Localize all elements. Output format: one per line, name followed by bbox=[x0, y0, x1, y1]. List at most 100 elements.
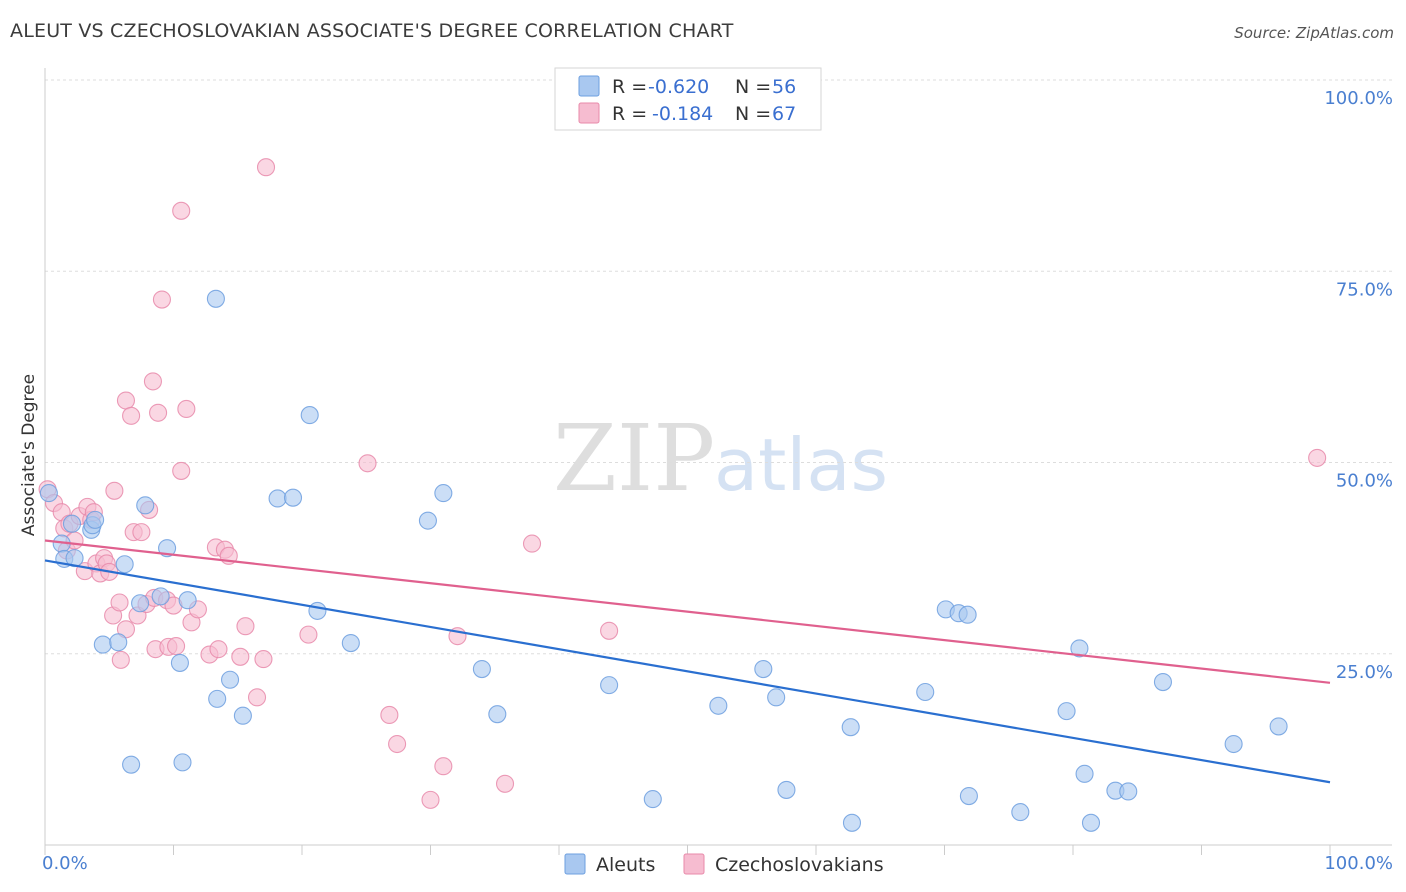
czechoslovakians-point bbox=[132, 523, 151, 542]
czechoslovakians-point bbox=[122, 406, 141, 425]
aleuts-point bbox=[1224, 734, 1243, 754]
aleuts-point bbox=[842, 813, 862, 832]
czechoslovakians-point bbox=[177, 399, 196, 419]
aleuts-point bbox=[206, 289, 225, 308]
aleuts-point bbox=[268, 489, 287, 508]
aleuts-point bbox=[1075, 764, 1094, 783]
czechoslovakians-point bbox=[116, 391, 136, 410]
aleuts-point bbox=[1269, 717, 1288, 736]
aleuts-point bbox=[1153, 673, 1172, 692]
chart-title: ALEUT VS CZECHOSLOVAKIAN ASSOCIATE'S DEG… bbox=[10, 20, 734, 42]
aleuts-point bbox=[158, 539, 177, 558]
y-tick-label: 25.0% bbox=[1336, 662, 1393, 683]
aleuts-point bbox=[488, 705, 507, 724]
aleuts-point bbox=[283, 488, 303, 507]
aleuts-point bbox=[643, 790, 662, 809]
y-tick-label: 75.0% bbox=[1336, 279, 1393, 300]
aleuts-point bbox=[1070, 639, 1089, 658]
bottom-legend-swatch-aleuts bbox=[564, 853, 586, 875]
czechoslovakians-point bbox=[172, 461, 191, 480]
aleuts-trend-line bbox=[44, 559, 1331, 784]
aleuts-point bbox=[62, 514, 82, 533]
czechoslovakians-point bbox=[247, 688, 267, 707]
czechoslovakians-point bbox=[167, 637, 186, 656]
aleuts-point bbox=[131, 594, 150, 613]
aleuts-point bbox=[959, 786, 978, 806]
aleuts-point bbox=[341, 633, 360, 653]
aleuts-point bbox=[220, 670, 240, 689]
aleuts-point bbox=[916, 682, 935, 702]
aleuts-point bbox=[434, 484, 453, 503]
czechoslovakians-point bbox=[105, 481, 124, 500]
aleuts-point bbox=[300, 406, 319, 425]
aleuts-point bbox=[136, 496, 155, 515]
czechoslovakians-point bbox=[209, 640, 228, 659]
watermark-zip: ZIP bbox=[553, 405, 715, 512]
czechoslovakians-point bbox=[254, 650, 273, 669]
aleuts-point bbox=[1119, 782, 1138, 801]
bottom-legend-aleuts: Aleuts bbox=[596, 854, 655, 876]
y-axis-label: Associate's Degree bbox=[19, 374, 39, 536]
watermark: ZIP atlas bbox=[553, 405, 888, 512]
aleuts-point bbox=[418, 511, 437, 530]
aleuts-point bbox=[233, 706, 252, 725]
legend-n-label: N = bbox=[735, 103, 771, 125]
aleuts-point bbox=[208, 689, 227, 708]
aleuts-point bbox=[86, 510, 105, 529]
aleuts-points bbox=[39, 289, 1288, 832]
aleuts-point bbox=[39, 484, 58, 503]
aleuts-point bbox=[777, 780, 796, 799]
legend-r-label: R = bbox=[612, 103, 647, 125]
grid bbox=[45, 79, 1392, 655]
aleuts-point bbox=[93, 635, 112, 654]
aleuts-point bbox=[122, 755, 141, 774]
aleuts-point bbox=[109, 633, 128, 652]
legend-r-value: -0.620 bbox=[648, 76, 709, 98]
aleuts-point bbox=[709, 696, 728, 715]
aleuts-point bbox=[308, 601, 327, 620]
czechoslovakians-point bbox=[434, 757, 453, 776]
czechoslovakians-point bbox=[152, 290, 171, 309]
czechoslovakians-point bbox=[495, 774, 515, 793]
y-tick-label: 100.0% bbox=[1324, 88, 1393, 109]
czechoslovakians-point bbox=[111, 650, 130, 669]
czechoslovakians-point bbox=[522, 534, 542, 553]
legend-n-value: 56 bbox=[772, 76, 796, 98]
czechoslovakians-trend-line bbox=[44, 539, 1331, 684]
czechoslovakians-point bbox=[149, 403, 168, 422]
y-tick-labels: 25.0% 50.0% 75.0% 100.0% bbox=[1324, 88, 1393, 683]
czechoslovakians-point bbox=[299, 625, 318, 644]
y-tick-label: 50.0% bbox=[1336, 471, 1393, 492]
aleuts-point bbox=[958, 605, 977, 624]
legend-swatch-aleuts bbox=[578, 75, 600, 97]
trend-lines bbox=[44, 539, 1331, 784]
watermark-atlas: atlas bbox=[714, 423, 888, 507]
aleuts-point bbox=[151, 587, 170, 606]
czechoslovakians-point bbox=[421, 790, 440, 809]
aleuts-point bbox=[1057, 702, 1076, 721]
czechoslovakians-point bbox=[380, 705, 399, 725]
aleuts-point bbox=[1081, 813, 1101, 832]
aleuts-point bbox=[178, 591, 197, 610]
czechoslovakians-point bbox=[231, 647, 250, 666]
czechoslovakians-point bbox=[110, 593, 129, 612]
aleuts-point bbox=[600, 676, 619, 695]
aleuts-point bbox=[170, 653, 189, 672]
aleuts-point bbox=[173, 753, 192, 772]
czechoslovakians-point bbox=[388, 734, 407, 754]
aleuts-point bbox=[472, 659, 491, 679]
chart-source: Source: ZipAtlas.com bbox=[1234, 24, 1394, 42]
czechoslovakians-point bbox=[143, 372, 162, 391]
czechoslovakians-point bbox=[256, 158, 276, 177]
legend-r-value: -0.184 bbox=[652, 103, 713, 125]
x-tick-labels: 0.0% 100.0% bbox=[42, 853, 1393, 874]
czechoslovakians-point bbox=[600, 621, 619, 640]
legend-r-label: R = bbox=[612, 76, 647, 98]
aleuts-point bbox=[754, 659, 773, 679]
x-tick-label: 0.0% bbox=[42, 853, 88, 874]
top-legend: R = -0.620 N = 56 R = -0.184 N = 67 bbox=[554, 67, 822, 131]
bottom-legend-swatch-czechoslovakians bbox=[683, 853, 705, 875]
legend-swatch-czechoslovakians bbox=[578, 102, 600, 124]
axes bbox=[44, 68, 1392, 855]
